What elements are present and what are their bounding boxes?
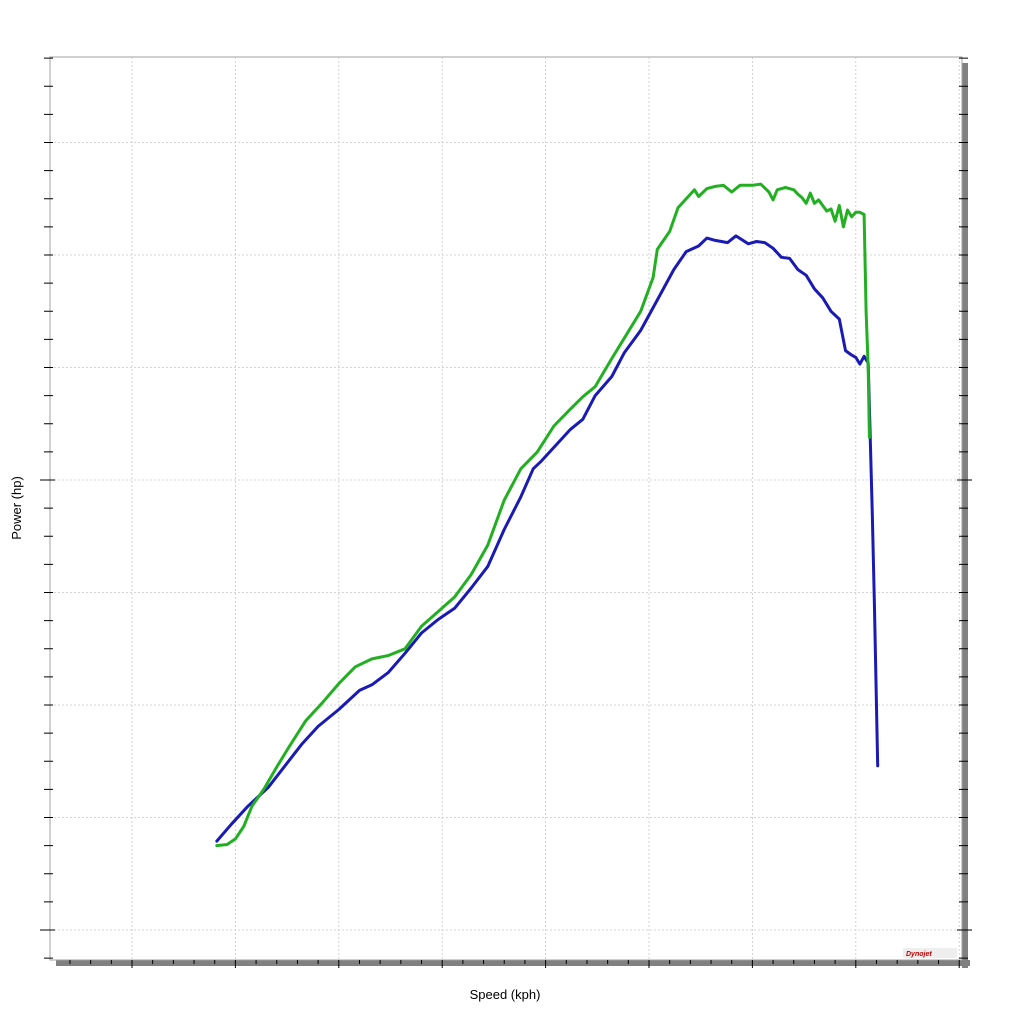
y-axis-label: Power (hp): [9, 476, 24, 540]
logo-text: Dynojet: [906, 951, 932, 958]
series-lines: [215, 182, 880, 848]
chart-shadow: [56, 63, 970, 968]
grid-lines: [50, 57, 962, 960]
axis-ticks: [40, 57, 972, 968]
plot-area: [49, 56, 963, 961]
dynojet-logo: Dynojet: [903, 948, 957, 958]
logo-badge: [903, 948, 957, 958]
frame-shadow-bottom: [56, 960, 970, 966]
series-line-1: [215, 234, 880, 843]
frame-shadow-right: [962, 63, 968, 968]
series-line-2: [215, 182, 871, 848]
x-axis-label: Speed (kph): [470, 987, 541, 1002]
